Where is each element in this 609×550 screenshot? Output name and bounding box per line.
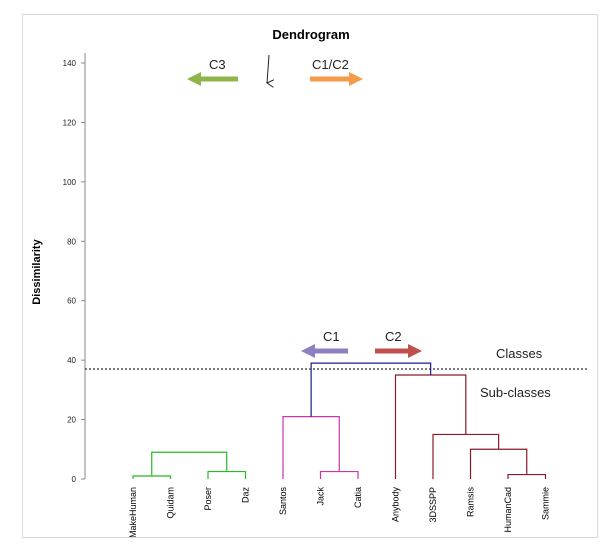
c1c2-arrow-head [349, 72, 363, 86]
c1c2-label: C1/C2 [312, 57, 349, 72]
c2-label: C2 [385, 329, 402, 344]
merge-pointer-arrow [267, 54, 269, 83]
leaf-label: Anybody [391, 487, 401, 523]
c2-arrow-head [408, 344, 422, 358]
y-tick-label: 100 [63, 178, 77, 187]
dendrogram-link [132, 475, 172, 479]
dendrogram-link [432, 433, 500, 479]
c1-label: C1 [323, 329, 340, 344]
y-tick-label: 20 [67, 416, 76, 425]
y-tick-label: 80 [67, 237, 76, 246]
leaf-label: Sammie [541, 487, 551, 520]
dendrogram-link [507, 473, 547, 479]
y-tick-label: 140 [63, 59, 77, 68]
leaf-label: HumanCad [503, 487, 513, 533]
leaf-label: Poser [203, 487, 213, 511]
c3-arrow-head [187, 72, 201, 86]
chart-title: Dendrogram [272, 27, 349, 42]
classes-label: Classes [496, 346, 543, 361]
y-axis-label: Dissimilarity [31, 238, 43, 304]
y-ticks: 0 20 40 60 80 100 120 140 [63, 59, 85, 484]
y-tick-label: 60 [67, 297, 76, 306]
y-tick-label: 40 [67, 356, 76, 365]
annotation-arrows: C3 C1/C2 C1 C2 Classes Sub-classes [187, 54, 551, 400]
y-tick-label: 0 [72, 475, 77, 484]
leaf-label: Ramsis [466, 487, 476, 518]
dendrogram-link [282, 416, 340, 479]
c3-label: C3 [209, 57, 226, 72]
leaf-label: Santos [278, 487, 288, 516]
dendrogram-link [394, 374, 467, 479]
dendrogram-link [469, 448, 528, 479]
leaf-label: Quidam [166, 487, 176, 519]
leaf-label: Daz [241, 487, 251, 504]
leaf-label: MakeHuman [128, 487, 138, 537]
dendrogram-link [151, 451, 228, 477]
subclasses-label: Sub-classes [480, 385, 551, 400]
leaf-labels: MakeHuman Quidam Poser Daz Santos Jack Catia An… [128, 487, 551, 537]
leaf-label: Jack [316, 487, 326, 506]
dendrogram-links [132, 362, 547, 479]
leaf-label: Catia [353, 487, 363, 508]
y-tick-label: 120 [63, 118, 77, 127]
dendrogram-chart: Dendrogram Dissimilarity 0 20 40 60 80 100 120… [31, 27, 589, 537]
c1-arrow-head [301, 344, 315, 358]
dendrogram-link [319, 470, 359, 479]
dendrogram-link [207, 470, 247, 479]
dendrogram-link [310, 362, 432, 417]
leaf-label: 3DSSPP [428, 487, 438, 523]
chart-frame: Dendrogram Dissimilarity 0 20 40 60 80 100 120… [22, 14, 598, 538]
